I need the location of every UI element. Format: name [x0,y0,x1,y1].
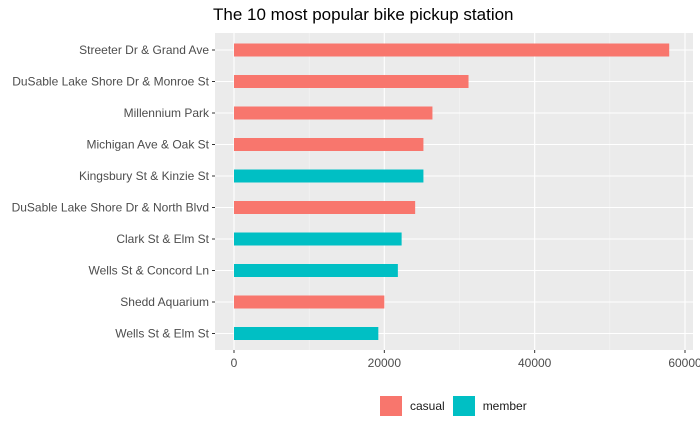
y-tick-label-3: Michigan Ave & Oak St [86,138,209,152]
y-tick-label-8: Shedd Aquarium [120,295,209,309]
bar-6 [234,232,402,246]
legend-item-casual: casual [380,396,445,416]
y-tick-label-7: Wells St & Concord Ln [89,264,210,278]
x-tick-label-0: 0 [231,356,238,370]
chart-title: The 10 most popular bike pickup station [213,5,514,24]
bar-4 [234,169,424,183]
legend-key-member [452,396,475,416]
bar-7 [234,264,398,277]
y-tick-label-2: Millennium Park [124,106,210,120]
x-tick-label-2: 40000 [518,356,552,370]
bar-8 [234,295,385,309]
legend-label-casual: casual [410,399,445,413]
legend-item-member: member [452,396,527,416]
y-tick-label-1: DuSable Lake Shore Dr & Monroe St [12,75,209,89]
y-tick-label-0: Streeter Dr & Grand Ave [79,43,209,57]
y-tick-label-5: DuSable Lake Shore Dr & North Blvd [12,201,209,215]
bar-5 [234,201,416,214]
x-tick-label-1: 20000 [368,356,402,370]
legend: casual member [380,396,535,416]
bar-0 [234,43,670,57]
bar-3 [234,138,424,151]
bar-9 [234,327,379,340]
bar-1 [234,75,469,88]
y-tick-label-4: Kingsbury St & Kinzie St [79,169,210,183]
y-tick-label-6: Clark St & Elm St [116,232,209,246]
bar-2 [234,106,433,120]
legend-key-casual [380,396,402,416]
y-tick-label-9: Wells St & Elm St [115,327,209,341]
x-tick-label-3: 60000 [668,356,700,370]
legend-label-member: member [482,399,527,413]
